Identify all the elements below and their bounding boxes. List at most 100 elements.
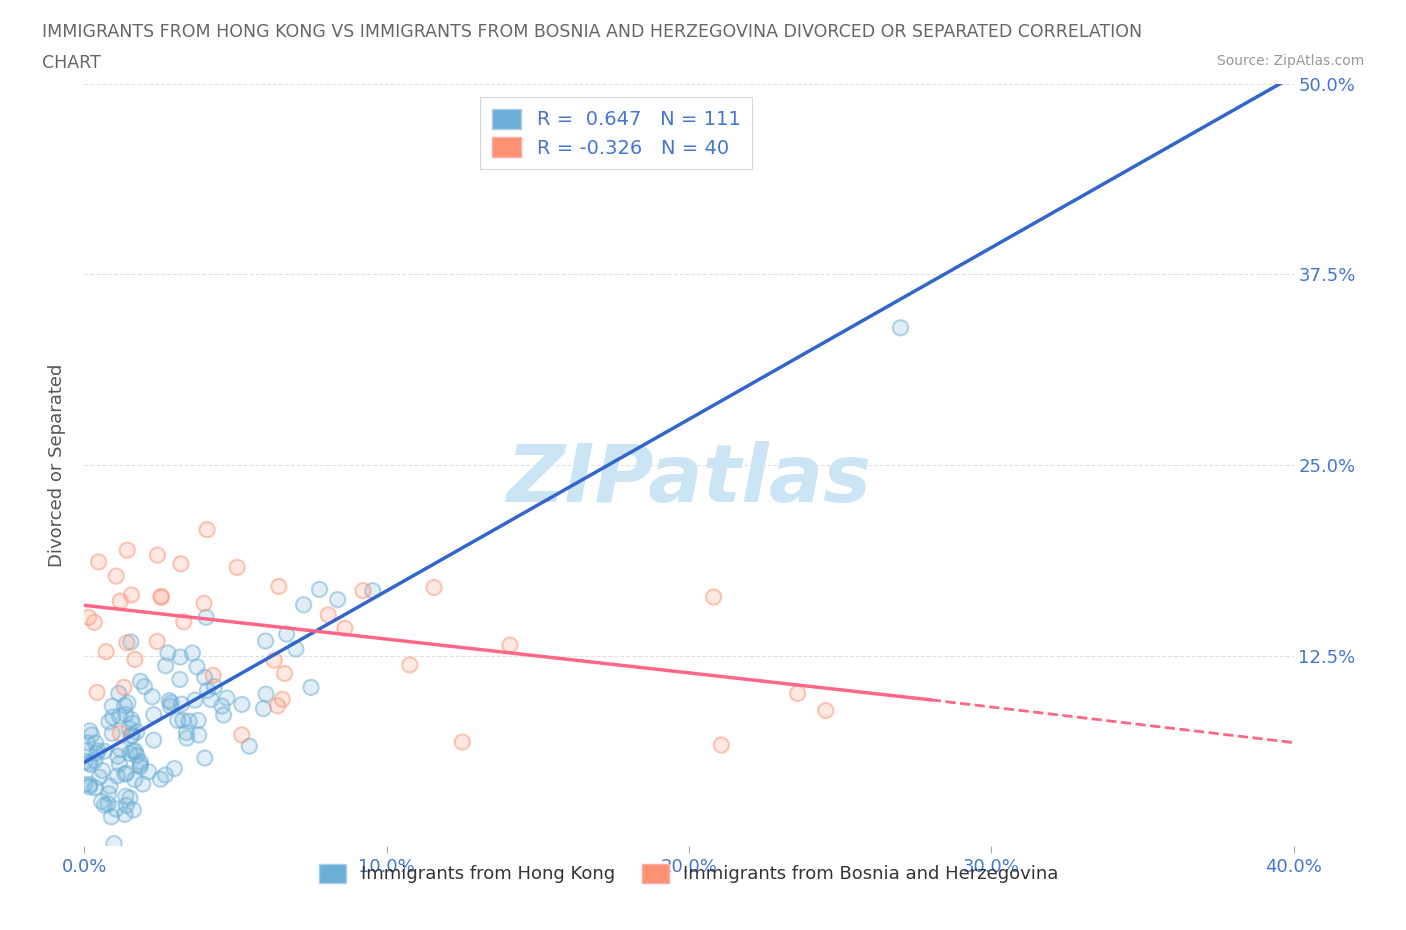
Point bbox=[352, 583, 374, 598]
Point bbox=[149, 772, 172, 787]
Point bbox=[115, 765, 138, 780]
Point bbox=[79, 777, 101, 792]
Point bbox=[187, 713, 209, 728]
Point bbox=[107, 749, 129, 764]
Point bbox=[101, 725, 124, 740]
Point bbox=[110, 593, 132, 608]
Point bbox=[73, 777, 96, 791]
Point bbox=[169, 672, 191, 687]
Point bbox=[170, 556, 193, 571]
Point bbox=[146, 548, 169, 563]
Point bbox=[231, 727, 253, 742]
Point bbox=[184, 693, 207, 708]
Point bbox=[138, 764, 160, 779]
Point bbox=[252, 701, 274, 716]
Point bbox=[159, 698, 181, 713]
Point bbox=[710, 737, 733, 752]
Point bbox=[170, 556, 193, 571]
Point bbox=[125, 724, 148, 739]
Point bbox=[77, 610, 100, 625]
Point bbox=[98, 778, 121, 793]
Point bbox=[124, 772, 146, 787]
Point bbox=[129, 757, 152, 772]
Point bbox=[204, 679, 226, 694]
Point bbox=[105, 568, 128, 583]
Point bbox=[84, 736, 107, 751]
Point bbox=[124, 652, 146, 667]
Point bbox=[129, 754, 152, 769]
Point bbox=[122, 744, 145, 759]
Point bbox=[200, 692, 222, 707]
Point bbox=[142, 708, 165, 723]
Point bbox=[121, 728, 143, 743]
Point bbox=[194, 751, 217, 765]
Point bbox=[398, 658, 420, 672]
Point bbox=[124, 744, 146, 759]
Point bbox=[166, 713, 188, 728]
Point bbox=[107, 686, 129, 701]
Point bbox=[194, 670, 217, 684]
Point bbox=[121, 716, 143, 731]
Point bbox=[129, 754, 152, 769]
Point bbox=[132, 777, 155, 791]
Point bbox=[155, 767, 177, 782]
Point bbox=[150, 590, 173, 604]
Point bbox=[146, 548, 169, 563]
Point bbox=[118, 790, 141, 805]
Point bbox=[108, 709, 131, 724]
Point bbox=[115, 798, 138, 813]
Point bbox=[73, 754, 96, 769]
Point bbox=[117, 696, 139, 711]
Point bbox=[83, 615, 105, 630]
Point bbox=[105, 568, 128, 583]
Point bbox=[226, 560, 249, 575]
Point bbox=[146, 634, 169, 649]
Point bbox=[125, 748, 148, 763]
Point bbox=[79, 779, 101, 794]
Point bbox=[77, 610, 100, 625]
Text: Source: ZipAtlas.com: Source: ZipAtlas.com bbox=[1216, 54, 1364, 68]
Point bbox=[115, 765, 138, 780]
Point bbox=[90, 794, 112, 809]
Point bbox=[786, 686, 808, 701]
Y-axis label: Divorced or Separated: Divorced or Separated bbox=[48, 364, 66, 566]
Point bbox=[179, 714, 201, 729]
Point bbox=[266, 698, 288, 713]
Point bbox=[105, 768, 128, 783]
Point bbox=[254, 686, 277, 701]
Point bbox=[276, 627, 298, 642]
Text: CHART: CHART bbox=[42, 54, 101, 72]
Point bbox=[169, 672, 191, 687]
Point bbox=[118, 790, 141, 805]
Point bbox=[120, 634, 142, 649]
Point bbox=[267, 579, 290, 594]
Point bbox=[117, 696, 139, 711]
Point bbox=[193, 596, 215, 611]
Point bbox=[80, 727, 103, 742]
Point bbox=[150, 589, 173, 604]
Point bbox=[197, 683, 219, 698]
Point bbox=[292, 597, 315, 612]
Point bbox=[122, 744, 145, 759]
Point bbox=[120, 634, 142, 649]
Point bbox=[786, 686, 808, 701]
Point bbox=[125, 748, 148, 763]
Point bbox=[120, 712, 142, 727]
Point bbox=[169, 649, 191, 664]
Point bbox=[267, 579, 290, 594]
Point bbox=[187, 727, 209, 742]
Point bbox=[184, 693, 207, 708]
Point bbox=[84, 736, 107, 751]
Point bbox=[100, 809, 122, 824]
Point bbox=[107, 749, 129, 764]
Point bbox=[166, 713, 188, 728]
Point bbox=[156, 645, 179, 660]
Point bbox=[93, 798, 115, 813]
Point bbox=[316, 607, 339, 622]
Point bbox=[129, 757, 152, 772]
Point bbox=[326, 592, 349, 607]
Point bbox=[97, 714, 120, 729]
Point bbox=[146, 634, 169, 649]
Point bbox=[263, 653, 285, 668]
Point bbox=[105, 802, 128, 817]
